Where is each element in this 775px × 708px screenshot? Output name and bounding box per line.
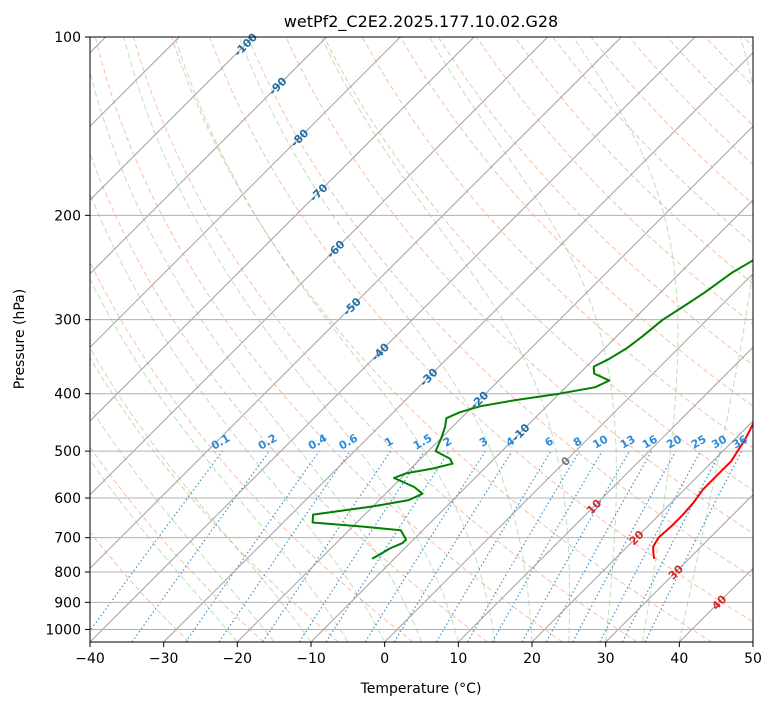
isotherm: [457, 346, 753, 642]
x-tick-label: −30: [149, 651, 179, 667]
dry-adiabat: [90, 152, 488, 642]
isotherm: [90, 37, 401, 349]
moist-adiabat: [90, 278, 349, 642]
x-tick-label: 10: [449, 651, 467, 667]
isotherm: [605, 493, 753, 642]
mixing-ratio-line: [262, 450, 392, 642]
isotherm: [90, 37, 549, 496]
y-axis-label: Pressure (hPa): [12, 289, 28, 389]
mixing-ratio-line: [545, 450, 653, 642]
dry-adiabat: [323, 37, 753, 491]
isotherm: [531, 420, 753, 642]
dry-adiabat: [514, 37, 753, 285]
x-tick-label: 30: [597, 651, 615, 667]
isotherm: [90, 37, 254, 201]
isotherm: [90, 37, 622, 570]
temperature-line: [652, 421, 753, 559]
dry-adiabat: [132, 37, 638, 642]
mixing-ratio-line: [90, 450, 223, 632]
mixing-ratio-line: [298, 450, 425, 642]
moist-adiabat: [174, 37, 496, 642]
moist-adiabat: [90, 70, 422, 642]
y-tick-label: 900: [54, 595, 81, 611]
isotherm: [90, 37, 696, 642]
dry-adiabat: [399, 37, 753, 407]
moist-adiabat: [320, 37, 571, 642]
y-axis: 100 200 300 400 500 600 700 800 900 1000: [45, 30, 90, 638]
plot-area: [90, 37, 753, 642]
dry-adiabat: [90, 356, 339, 642]
dry-adiabat: [285, 37, 753, 535]
mixing-ratio-line: [131, 450, 270, 642]
dry-adiabat: [437, 37, 753, 366]
x-tick-label: 0: [380, 651, 389, 667]
profiles: [311, 259, 753, 560]
dry-adiabat: [209, 37, 753, 623]
dry-adiabat: [94, 37, 563, 642]
isotherm: [90, 37, 475, 422]
moist-adiabat: [90, 406, 275, 642]
y-tick-label: 800: [54, 565, 81, 581]
mixing-ratio-line: [521, 450, 631, 642]
dry-adiabat: [90, 446, 264, 642]
x-tick-label: 40: [670, 651, 688, 667]
moist-adiabat: [90, 347, 312, 642]
moist-adiabat: [678, 37, 753, 642]
dry-adiabat: [361, 37, 753, 449]
dry-adiabat: [90, 531, 190, 642]
grid-lines: [90, 37, 753, 642]
x-axis-label: Temperature (°C): [360, 681, 482, 697]
y-tick-label: 700: [54, 531, 81, 547]
y-tick-label: 400: [54, 387, 81, 403]
moist-adiabat: [572, 37, 679, 642]
isotherm: [384, 272, 753, 642]
moist-adiabat: [90, 459, 238, 642]
chart-title: wetPf2_C2E2.2025.177.10.02.G28: [284, 12, 558, 32]
dewpoint-line: [311, 259, 753, 560]
mixing-ratio-line: [185, 450, 320, 642]
moist-adiabat: [123, 37, 459, 642]
isotherm: [163, 51, 753, 642]
y-tick-label: 600: [54, 491, 81, 507]
isotherm: [236, 125, 753, 642]
isotherm: [90, 37, 328, 275]
mixing-ratio-line: [325, 450, 450, 642]
y-tick-label: 200: [54, 208, 81, 224]
mixing-ratio-line: [393, 450, 513, 642]
mixing-ratio-line: [644, 450, 743, 642]
y-tick-label: 300: [54, 313, 81, 329]
isotherm: [752, 641, 753, 642]
x-axis: −40 −30 −20 −10 0 10 20 30 40 50: [75, 642, 762, 667]
moist-adiabat: [238, 37, 533, 642]
x-tick-label: 50: [744, 651, 762, 667]
background-lines: [90, 37, 753, 642]
mixing-ratio-line: [218, 450, 351, 642]
x-tick-label: −20: [223, 651, 253, 667]
mixing-ratio-line: [572, 450, 677, 642]
dry-adiabat: [171, 37, 712, 642]
moist-adiabat: [90, 192, 386, 642]
x-tick-label: 20: [523, 651, 541, 667]
y-tick-label: 1000: [45, 622, 81, 638]
y-tick-label: 500: [54, 444, 81, 460]
x-tick-label: −10: [296, 651, 326, 667]
x-tick-label: −40: [75, 651, 105, 667]
plot-frame: [89, 36, 754, 643]
dry-adiabat: [247, 37, 753, 578]
isotherm: [310, 199, 753, 642]
moist-adiabat: [428, 37, 617, 642]
y-tick-label: 100: [54, 30, 81, 46]
